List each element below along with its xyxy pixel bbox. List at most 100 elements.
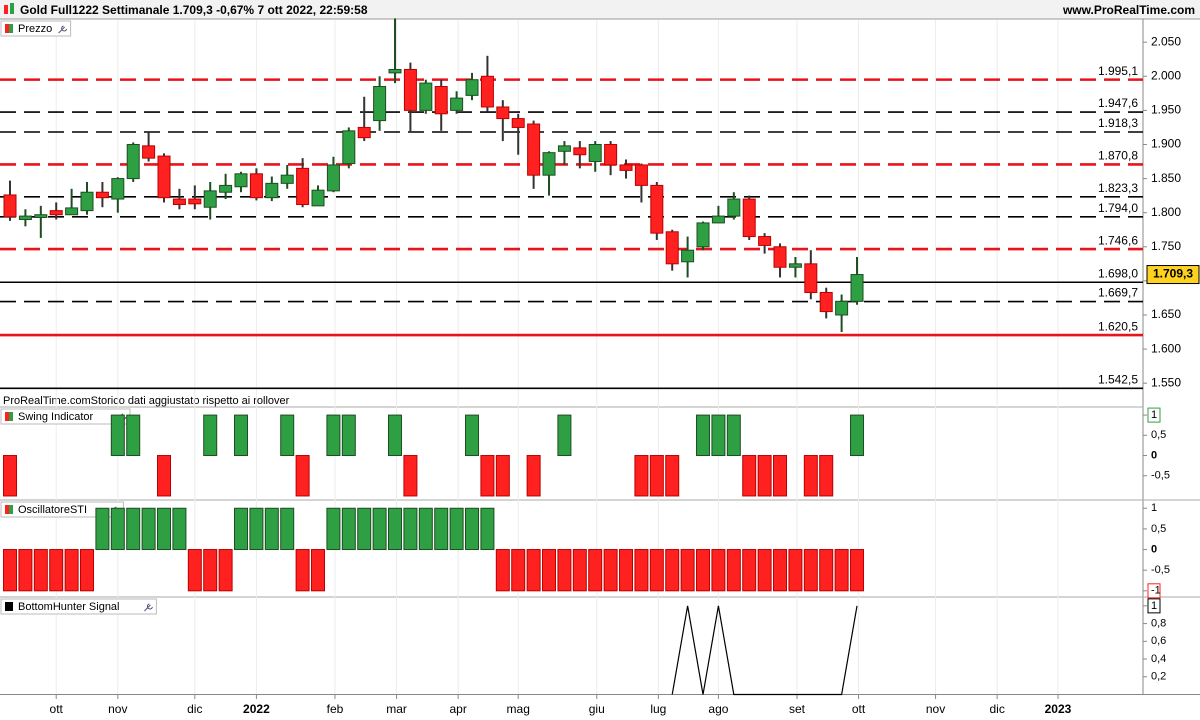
bar [3,455,18,497]
candle-body [727,198,741,217]
bar [480,507,495,551]
panel-title: Prezzo [18,23,52,35]
y-tick-label: 1.900 [1151,137,1181,151]
panel: 1 0,8 0,6 0,4 0,2 BottomHunter Signal [0,598,1166,696]
signal-line [671,605,858,696]
bar [126,414,141,457]
candle-body [296,167,310,206]
candle-body [172,198,186,205]
candle-body [773,246,787,268]
bar [742,455,757,497]
x-tick-label: ago [708,702,728,716]
candle-body [388,68,402,74]
header-bar [0,0,1200,19]
panel-label: Prezzo [0,20,72,37]
bar [480,455,495,497]
bar [341,507,356,551]
bar [249,507,264,551]
bar [850,414,865,457]
panel-title: Swing Indicator [18,411,94,423]
candle-body [434,86,448,115]
bar [326,414,341,457]
candle-body [342,130,356,165]
bar [403,455,418,497]
panel-icon [9,505,13,514]
bar [526,549,541,592]
header-title: Gold Full1222 Settimanale 1.709,3 -0,67%… [20,3,368,17]
bar [33,549,48,592]
bar [557,549,572,592]
bar [696,549,711,592]
candle-body [650,184,664,234]
candle-body [511,118,525,128]
candle-body [49,210,63,216]
bar [203,414,218,457]
bar [603,549,618,592]
x-tick-label: set [789,702,806,716]
x-tick-label: giu [589,702,605,716]
y-tick-label: -0,5 [1151,470,1170,482]
bar [619,549,634,592]
bar [449,507,464,551]
bar [526,455,541,497]
candle-body [588,143,602,163]
bar [634,549,649,592]
candle-body [234,173,248,188]
bar [557,414,572,457]
level-label: 1.698,0 [1098,266,1138,280]
bar [388,507,403,551]
y-tick-label: 0,4 [1151,653,1166,665]
y-tick-label: 1.750 [1151,239,1181,253]
level-label: 1.995,1 [1098,64,1138,78]
candle-body [480,75,494,108]
level-label: 1.746,6 [1098,233,1138,247]
wrench-icon [58,25,68,34]
candle-body [557,145,571,152]
bar [757,549,772,592]
bar [157,507,172,551]
bar [3,549,18,592]
candle-body [357,126,371,139]
bar [773,455,788,497]
y-tick-label: 0,6 [1151,635,1166,647]
candle-body [157,155,171,199]
candle-body [3,194,17,218]
y-tick-label: 1.800 [1151,205,1181,219]
bar [311,549,326,592]
bar [434,507,449,551]
bar [95,507,110,551]
bar [726,549,741,592]
bar [634,455,649,497]
bar [295,455,310,497]
panel-icon [9,24,13,33]
bar [495,455,510,497]
bar [588,549,603,592]
x-tick-label: lug [650,702,666,716]
candle-body [111,178,125,200]
candle-body [711,215,725,224]
bar [110,414,125,457]
bar [357,507,372,551]
level-label: 1.918,3 [1098,116,1138,130]
candle-body [758,236,772,246]
bar [773,549,788,592]
candle-body [450,97,464,111]
candle-body [788,263,802,268]
bar [511,549,526,592]
candle-body [527,123,541,176]
candle-body [665,231,679,265]
panel: 1 0,5 0 -0,5 Swing Indicator [0,407,1170,497]
panel-label: Swing Indicator [0,408,131,425]
bar [649,549,664,592]
candle-body [742,198,756,238]
candle-body [850,274,864,302]
candle-body [619,164,633,171]
bar [264,507,279,551]
y-tick-label: 0,5 [1151,523,1166,535]
candle-body [80,191,94,212]
candle-body [188,198,202,205]
candle-body [403,68,417,111]
y-tick-label: 1 [1151,600,1157,612]
candle-body [604,143,618,166]
